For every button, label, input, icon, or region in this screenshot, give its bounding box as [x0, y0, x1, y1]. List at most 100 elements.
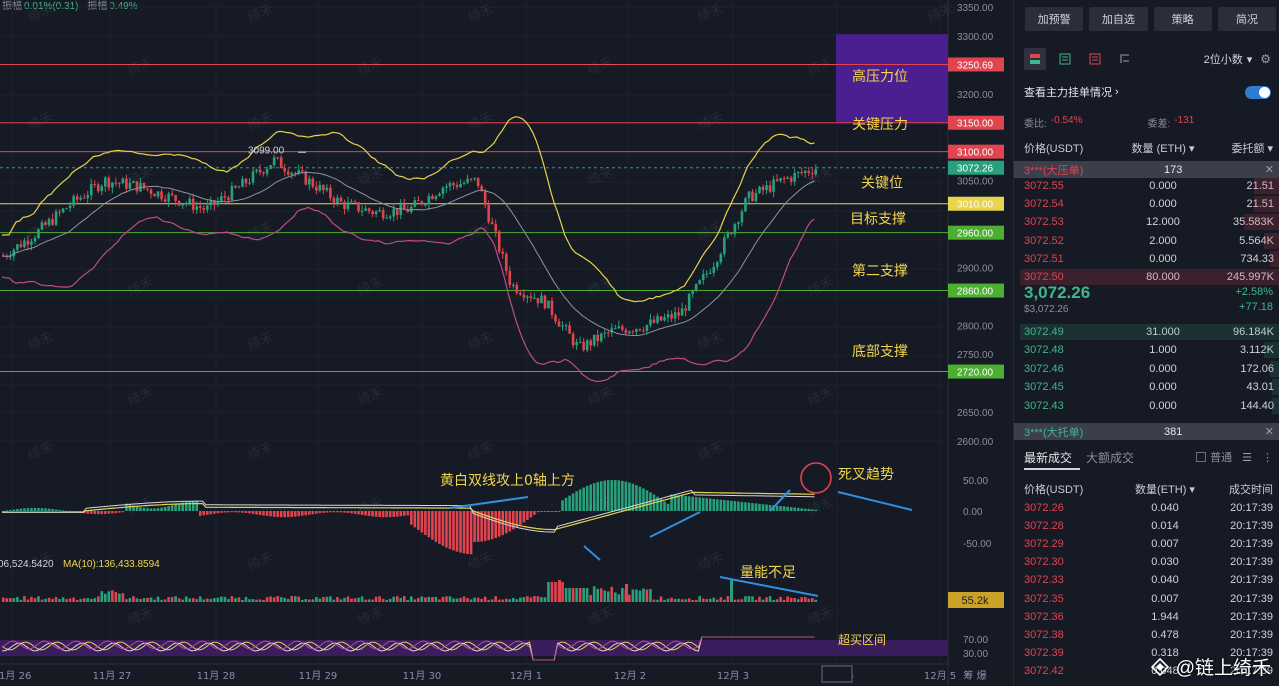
- main-orders-toggle[interactable]: [1245, 85, 1271, 99]
- candle-body: [617, 326, 621, 329]
- macd-histogram-bar: [701, 497, 705, 511]
- bids-only-view-icon[interactable]: [1054, 48, 1076, 70]
- trades-header-qty[interactable]: 数量(ETH) ▾: [1135, 484, 1195, 496]
- macd-histogram-bar: [765, 504, 768, 511]
- overview-button[interactable]: 简况: [1217, 7, 1276, 31]
- volume-bar: [663, 599, 666, 602]
- candle-body: [575, 342, 578, 346]
- volume-bar: [410, 596, 413, 602]
- volume-bar: [170, 597, 174, 602]
- candlestick-chart[interactable]: 3250.69 3150.00 3100.00 3072.26 3010.00 2960.…: [0, 0, 1012, 686]
- macd-histogram-bar: [262, 511, 265, 516]
- ask-row[interactable]: 3072.50 80.000 245.997K: [1014, 268, 1279, 286]
- candle-body: [730, 232, 733, 235]
- volume-bar: [445, 596, 448, 602]
- ask-total: 5.564K: [1239, 234, 1274, 247]
- candle-body: [659, 316, 663, 321]
- decimal-selector[interactable]: 2位小数 ▾: [1204, 51, 1253, 67]
- volume-bar: [160, 599, 163, 602]
- volume-bar: [167, 597, 170, 602]
- header-total[interactable]: 委托额 ▾: [1231, 143, 1273, 155]
- big-sell-order-bar[interactable]: 3***(大压单) 173 ✕: [1014, 161, 1279, 178]
- ask-row[interactable]: 3072.55 0.000 21.51: [1014, 177, 1279, 195]
- ask-row[interactable]: 3072.52 2.000 5.564K: [1014, 232, 1279, 250]
- ask-row[interactable]: 3072.53 12.000 35.583K: [1014, 213, 1279, 231]
- volume-bar: [469, 599, 473, 602]
- strategy-button[interactable]: 策略: [1153, 7, 1212, 31]
- gear-icon[interactable]: ⚙: [1260, 52, 1271, 66]
- candle-body: [16, 244, 19, 250]
- macd-histogram-bar: [533, 511, 536, 515]
- macd-histogram-bar: [578, 489, 582, 511]
- macd-histogram-bar: [427, 511, 431, 538]
- candle-body: [286, 171, 290, 175]
- chart-area[interactable]: 振幅0.01%(0.31) 振幅0.49% 3250.693150.003100…: [0, 0, 1012, 686]
- trade-qty: 0.040: [1151, 574, 1179, 587]
- macd-histogram-bar: [716, 499, 719, 511]
- watermark-text: 绮禾: [356, 165, 386, 189]
- ask-row[interactable]: 3072.54 0.000 21.51: [1014, 195, 1279, 213]
- candle-body: [75, 196, 79, 200]
- close-icon[interactable]: ✕: [1264, 164, 1274, 176]
- bid-row[interactable]: 3072.48 1.000 3.112K: [1014, 341, 1279, 359]
- bid-qty: 31.000: [1146, 326, 1180, 338]
- bid-row[interactable]: 3072.43 0.000 144.40: [1014, 397, 1279, 415]
- bid-qty: 0.000: [1149, 362, 1177, 375]
- more-icon[interactable]: ⋮: [1262, 451, 1273, 464]
- level-badge: [948, 196, 1004, 211]
- bollinger-upper: [1, 116, 815, 303]
- big-buy-name: 3***(大托单): [1024, 426, 1084, 439]
- candle-body: [708, 272, 712, 274]
- macd-histogram-bar: [490, 511, 494, 540]
- volume-bar: [459, 597, 462, 602]
- macd-histogram-bar: [761, 504, 765, 511]
- ask-qty: 0.000: [1149, 198, 1177, 211]
- candle-body: [614, 328, 617, 330]
- main-orders-row[interactable]: 查看主力挂单情况 ›: [1024, 84, 1271, 100]
- trade-row: 3072.29 0.007 20:17:39: [1024, 535, 1273, 553]
- candle-body: [82, 197, 86, 199]
- close-icon[interactable]: ✕: [1264, 426, 1274, 438]
- bid-row[interactable]: 3072.45 0.000 43.01: [1014, 378, 1279, 396]
- depth-bar: [1264, 232, 1279, 249]
- volume-bar: [452, 598, 455, 602]
- bid-row[interactable]: 3072.49 31.000 96.184K: [1014, 323, 1279, 341]
- macd-histogram-bar: [40, 508, 44, 511]
- filter-icon[interactable]: ☰: [1242, 451, 1252, 464]
- depth-view-icon[interactable]: [1114, 48, 1136, 70]
- volume-bar: [758, 596, 761, 602]
- header-qty[interactable]: 数量 (ETH) ▾: [1131, 143, 1195, 155]
- macd-histogram-bar: [589, 484, 592, 511]
- add-alert-button[interactable]: 加预警: [1025, 7, 1084, 31]
- bid-row[interactable]: 3072.46 0.000 172.06: [1014, 360, 1279, 378]
- volume-bar: [413, 599, 417, 602]
- trade-qty: 0.040: [1151, 502, 1179, 514]
- candle-body: [694, 284, 698, 292]
- big-buy-order-bar[interactable]: 3***(大托单) 381 ✕: [1014, 423, 1279, 440]
- tab-large-trades[interactable]: 大额成交: [1086, 450, 1135, 465]
- both-sides-view-icon[interactable]: [1024, 48, 1046, 70]
- candle-body: [487, 204, 490, 222]
- macd-histogram-bar: [476, 511, 480, 542]
- add-watchlist-button[interactable]: 加自选: [1089, 7, 1148, 31]
- big-sell-value: 173: [1164, 163, 1183, 176]
- macd-histogram-bar: [96, 511, 100, 515]
- volume-bar: [642, 588, 645, 602]
- volume-bar: [300, 599, 304, 602]
- candle-body: [719, 254, 723, 263]
- blue-arrow: [769, 489, 791, 512]
- ask-row[interactable]: 3072.51 0.000 734.33: [1014, 250, 1279, 268]
- candle-body: [191, 198, 195, 210]
- candle-body: [26, 240, 30, 245]
- watermark-text: 绮禾: [806, 385, 836, 409]
- watermark-text: 绮禾: [586, 385, 616, 409]
- tab-latest-trades[interactable]: 最新成交: [1024, 450, 1073, 465]
- macd-histogram-bar: [135, 506, 139, 511]
- normal-checkbox[interactable]: 普通: [1196, 449, 1232, 465]
- level-badge-text: 2860.00: [957, 287, 994, 298]
- volume-bar: [279, 597, 283, 602]
- x-tick-label: 11月 26: [0, 670, 31, 682]
- candle-body: [89, 183, 93, 196]
- watermark-text: 绮禾: [246, 330, 276, 354]
- asks-only-view-icon[interactable]: [1084, 48, 1106, 70]
